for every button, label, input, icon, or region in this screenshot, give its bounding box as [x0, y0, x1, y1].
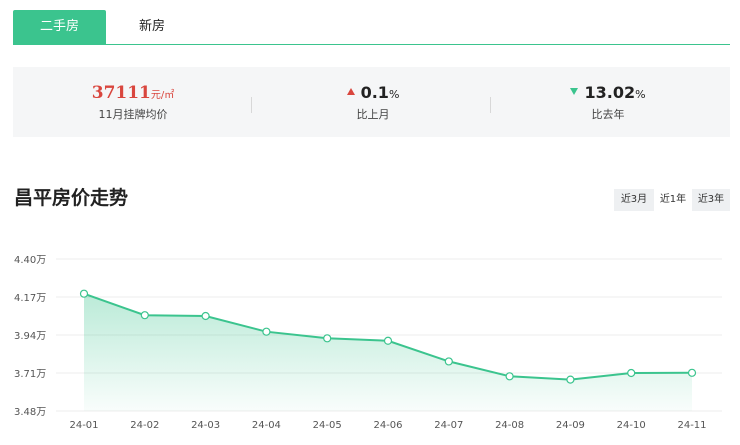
data-point — [627, 368, 636, 378]
avg-price-unit: 元/㎡ — [150, 90, 175, 101]
data-point — [505, 372, 514, 381]
range-1-year-button[interactable]: 近1年 — [655, 189, 691, 211]
year-change-unit: % — [635, 88, 646, 101]
tab-bar: 二手房 新房 — [13, 10, 730, 45]
arrow-up-icon — [346, 88, 355, 95]
x-tick-label: 24-10 — [617, 420, 646, 431]
stat-divider — [251, 97, 252, 113]
x-tick-label: 24-11 — [677, 420, 706, 431]
data-point — [566, 375, 575, 384]
range-3-months-button[interactable]: 近3月 — [614, 189, 654, 211]
data-point — [444, 357, 453, 366]
month-change-unit: % — [388, 88, 400, 101]
x-tick-label: 24-03 — [191, 420, 220, 431]
month-change-label: 比上月 — [356, 108, 390, 121]
tab-second-hand[interactable]: 二手房 — [13, 10, 106, 44]
year-change-value: 13.02 — [584, 83, 636, 102]
x-tick-label: 24-01 — [69, 420, 98, 431]
data-point — [323, 334, 332, 343]
x-tick-label: 24-08 — [495, 420, 524, 431]
x-tick-label: 24-05 — [313, 420, 342, 431]
year-change-stat: 13.02% 比去年 — [533, 67, 683, 137]
month-change-stat: 0.1% 比上月 — [303, 67, 443, 137]
data-point — [383, 336, 393, 345]
y-tick-label: 3.94万 — [14, 331, 46, 342]
x-axis-labels: 24-01 24-02 24-03 24-04 24-05 24-06 24-07 24-08… — [69, 420, 706, 431]
tab-new-house[interactable]: 新房 — [138, 19, 165, 34]
price-points — [79, 289, 697, 384]
x-tick-label: 24-09 — [556, 420, 585, 431]
y-tick-label: 3.71万 — [14, 369, 46, 380]
price-area-fill — [84, 293, 692, 411]
range-3-years-button[interactable]: 近3年 — [692, 189, 730, 211]
price-stats-panel: 37111元/㎡ 11月挂牌均价 0.1% 比上月 13.02% 比去年 — [13, 67, 730, 137]
year-change-label: 比去年 — [591, 108, 625, 121]
data-point — [687, 368, 697, 377]
arrow-down-icon — [570, 88, 579, 95]
data-point — [140, 311, 149, 320]
data-point — [201, 311, 210, 321]
y-tick-label: 4.17万 — [14, 293, 46, 304]
month-change-value: 0.1 — [360, 83, 389, 102]
stat-divider — [490, 97, 491, 113]
y-tick-label: 3.48万 — [14, 407, 46, 418]
x-tick-label: 24-07 — [434, 420, 463, 431]
avg-price-value: 37111 — [91, 83, 151, 103]
y-tick-label: 4.40万 — [14, 255, 46, 266]
avg-price-stat: 37111元/㎡ 11月挂牌均价 — [53, 67, 213, 137]
x-tick-label: 24-04 — [252, 420, 281, 431]
data-point — [79, 289, 89, 298]
x-tick-label: 24-06 — [373, 420, 402, 431]
data-point — [262, 327, 271, 336]
x-tick-label: 24-02 — [130, 420, 159, 431]
y-axis-labels: 4.40万 4.17万 3.94万 3.71万 3.48万 — [14, 255, 46, 418]
avg-price-label: 11月挂牌均价 — [98, 108, 168, 121]
section-title: 昌平房价走势 — [14, 187, 129, 209]
